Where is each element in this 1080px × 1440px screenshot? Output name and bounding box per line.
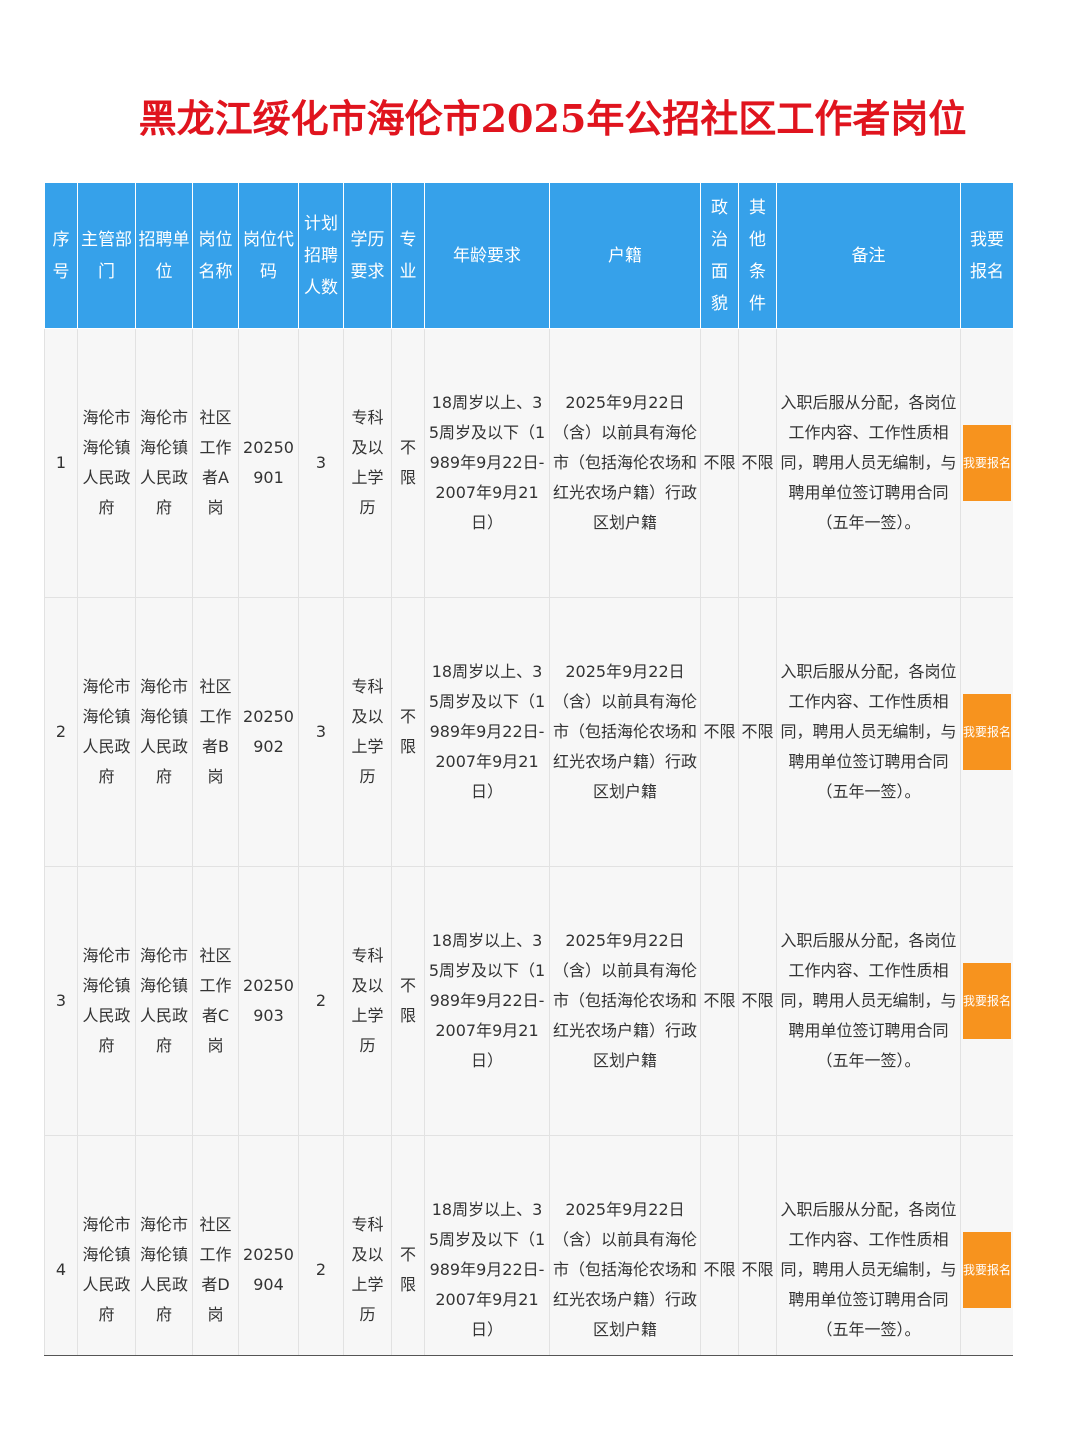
header-cell: 我要报名 bbox=[960, 182, 1013, 329]
table-cell: 不限 bbox=[738, 866, 777, 1136]
table-cell: 入职后服从分配，各岗位工作内容、工作性质相同，聘用人员无编制，与聘用单位签订聘用… bbox=[776, 1135, 961, 1355]
table-cell: 2025年9月22日（含）以前具有海伦市（包括海伦农场和红光农场户籍）行政区划户… bbox=[549, 1135, 701, 1355]
table-cell: 社区工作者A岗 bbox=[192, 328, 239, 598]
table-cell: 社区工作者B岗 bbox=[192, 597, 239, 867]
job-table: 序号 主管部门 招聘单位 岗位名称 岗位代码 计划招聘人数 学历要求 专业 年龄要求 户籍 政治面貌… bbox=[44, 182, 1013, 1355]
table-cell: 专科及以上学历 bbox=[343, 328, 392, 598]
register-button[interactable]: 我要报名 bbox=[963, 694, 1011, 770]
header-row: 序号 主管部门 招聘单位 岗位名称 岗位代码 计划招聘人数 学历要求 专业 年龄要求 户籍 政治面貌… bbox=[44, 182, 1013, 329]
table-cell: 不限 bbox=[700, 597, 739, 867]
table-cell: 入职后服从分配，各岗位工作内容、工作性质相同，聘用人员无编制，与聘用单位签订聘用… bbox=[776, 328, 961, 598]
table-cell: 20250902 bbox=[238, 597, 299, 867]
table-cell: 海伦市海伦镇人民政府 bbox=[135, 597, 193, 867]
table-cell: 3 bbox=[298, 328, 344, 598]
table-cell: 不限 bbox=[700, 1135, 739, 1355]
register-button[interactable]: 我要报名 bbox=[963, 963, 1011, 1039]
table-cell: 专科及以上学历 bbox=[343, 1135, 392, 1355]
table-cell: 20250901 bbox=[238, 328, 299, 598]
header-cell: 专业 bbox=[391, 182, 425, 329]
table-body: 1 海伦市海伦镇人民政府 海伦市海伦镇人民政府 社区工作者A岗 20250901 3 专科及… bbox=[44, 328, 1013, 1355]
table-cell: 不限 bbox=[738, 1135, 777, 1355]
table-cell: 3 bbox=[298, 597, 344, 867]
page-title: 黑龙江绥化市海伦市2025年公招社区工作者岗位 bbox=[138, 96, 967, 141]
header-cell: 政治面貌 bbox=[700, 182, 739, 329]
table-cell: 不限 bbox=[391, 1135, 425, 1355]
action-cell: 我要报名 bbox=[960, 328, 1013, 598]
header-cell: 计划招聘人数 bbox=[298, 182, 344, 329]
header-cell: 学历要求 bbox=[343, 182, 392, 329]
table-cell: 18周岁以上、35周岁及以下（1989年9月22日-2007年9月21日） bbox=[424, 866, 550, 1136]
header-cell: 岗位代码 bbox=[238, 182, 299, 329]
action-cell: 我要报名 bbox=[960, 866, 1013, 1136]
table-cell: 2025年9月22日（含）以前具有海伦市（包括海伦农场和红光农场户籍）行政区划户… bbox=[549, 866, 701, 1136]
register-button[interactable]: 我要报名 bbox=[963, 1232, 1011, 1308]
table-cell: 不限 bbox=[391, 328, 425, 598]
header-cell: 序号 bbox=[44, 182, 78, 329]
table-cell: 2 bbox=[298, 866, 344, 1136]
table-cell: 20250903 bbox=[238, 866, 299, 1136]
action-cell: 我要报名 bbox=[960, 1135, 1013, 1355]
table-cell: 专科及以上学历 bbox=[343, 597, 392, 867]
header-cell: 年龄要求 bbox=[424, 182, 550, 329]
table-cell: 海伦市海伦镇人民政府 bbox=[77, 328, 136, 598]
table-cell: 社区工作者C岗 bbox=[192, 866, 239, 1136]
header-cell: 其他条件 bbox=[738, 182, 777, 329]
table-cell: 18周岁以上、35周岁及以下（1989年9月22日-2007年9月21日） bbox=[424, 328, 550, 598]
header-cell: 岗位名称 bbox=[192, 182, 239, 329]
table-cell: 入职后服从分配，各岗位工作内容、工作性质相同，聘用人员无编制，与聘用单位签订聘用… bbox=[776, 866, 961, 1136]
table-cell: 20250904 bbox=[238, 1135, 299, 1355]
register-button[interactable]: 我要报名 bbox=[963, 425, 1011, 501]
table-wrap: 序号 主管部门 招聘单位 岗位名称 岗位代码 计划招聘人数 学历要求 专业 年龄要求 户籍 政治面貌… bbox=[44, 182, 1013, 1356]
table-cell: 18周岁以上、35周岁及以下（1989年9月22日-2007年9月21日） bbox=[424, 1135, 550, 1355]
table-cell: 不限 bbox=[391, 866, 425, 1136]
table-row: 2 海伦市海伦镇人民政府 海伦市海伦镇人民政府 社区工作者B岗 20250902 3 专科及… bbox=[44, 597, 1013, 867]
table-cell: 海伦市海伦镇人民政府 bbox=[135, 1135, 193, 1355]
table-cell: 不限 bbox=[391, 597, 425, 867]
header-cell: 主管部门 bbox=[77, 182, 136, 329]
table-cell: 海伦市海伦镇人民政府 bbox=[135, 866, 193, 1136]
header-cell: 招聘单位 bbox=[135, 182, 193, 329]
table-cell: 2025年9月22日（含）以前具有海伦市（包括海伦农场和红光农场户籍）行政区划户… bbox=[549, 597, 701, 867]
table-cell: 不限 bbox=[700, 328, 739, 598]
table-cell: 2025年9月22日（含）以前具有海伦市（包括海伦农场和红光农场户籍）行政区划户… bbox=[549, 328, 701, 598]
table-cell: 海伦市海伦镇人民政府 bbox=[77, 1135, 136, 1355]
table-cell: 海伦市海伦镇人民政府 bbox=[77, 866, 136, 1136]
table-row: 1 海伦市海伦镇人民政府 海伦市海伦镇人民政府 社区工作者A岗 20250901 3 专科及… bbox=[44, 328, 1013, 598]
table-cell: 1 bbox=[44, 328, 78, 598]
table-cell: 18周岁以上、35周岁及以下（1989年9月22日-2007年9月21日） bbox=[424, 597, 550, 867]
table-cell: 不限 bbox=[738, 328, 777, 598]
table-cell: 海伦市海伦镇人民政府 bbox=[77, 597, 136, 867]
table-cell: 2 bbox=[298, 1135, 344, 1355]
table-row: 4 海伦市海伦镇人民政府 海伦市海伦镇人民政府 社区工作者D岗 20250904 2 专科及… bbox=[44, 1135, 1013, 1355]
table-cell: 不限 bbox=[738, 597, 777, 867]
table-cell: 海伦市海伦镇人民政府 bbox=[135, 328, 193, 598]
table-cell: 2 bbox=[44, 597, 78, 867]
table-cell: 不限 bbox=[700, 866, 739, 1136]
header-cell: 备注 bbox=[776, 182, 961, 329]
table-cell: 专科及以上学历 bbox=[343, 866, 392, 1136]
header-cell: 户籍 bbox=[549, 182, 701, 329]
action-cell: 我要报名 bbox=[960, 597, 1013, 867]
table-cell: 社区工作者D岗 bbox=[192, 1135, 239, 1355]
table-row: 3 海伦市海伦镇人民政府 海伦市海伦镇人民政府 社区工作者C岗 20250903 2 专科及… bbox=[44, 866, 1013, 1136]
table-cell: 4 bbox=[44, 1135, 78, 1355]
table-cell: 3 bbox=[44, 866, 78, 1136]
table-cell: 入职后服从分配，各岗位工作内容、工作性质相同，聘用人员无编制，与聘用单位签订聘用… bbox=[776, 597, 961, 867]
